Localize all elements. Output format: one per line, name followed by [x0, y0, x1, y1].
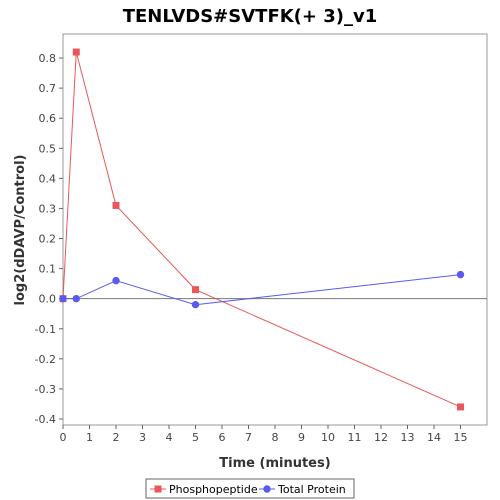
y-tick-label: 0.6 [39, 112, 57, 125]
total-protein-point [59, 294, 67, 303]
y-tick-label: 0.7 [39, 82, 57, 95]
legend-box [145, 478, 355, 499]
x-tick-label: 7 [245, 431, 252, 444]
legend-label: Total Protein [277, 483, 346, 496]
total-protein-point [112, 276, 120, 285]
phosphopeptide-point [72, 48, 80, 56]
x-tick-label: 0 [60, 431, 67, 444]
y-tick-label: -0.2 [35, 353, 56, 366]
x-axis-label: Time (minutes) [219, 456, 330, 471]
legend-marker [154, 485, 162, 493]
legend-label: Phosphopeptide [169, 483, 258, 496]
series-layer [59, 48, 465, 411]
x-tick-label: 15 [454, 431, 468, 444]
legend-item-phosphopeptide: Phosphopeptide [150, 483, 258, 496]
x-tick-label: 13 [401, 431, 415, 444]
phosphopeptide-point [112, 201, 120, 209]
chart-title: TENLVDS#SVTFK(+ 3)_v1 [123, 6, 378, 27]
x-tick-label: 8 [272, 431, 279, 444]
y-tick-label: 0.1 [39, 263, 57, 276]
x-axis: 0 1 2 3 4 5 6 7 8 9 10 11 12 13 14 15 [60, 425, 468, 444]
x-tick-label: 11 [348, 431, 362, 444]
y-tick-label: -0.3 [35, 383, 56, 396]
x-tick-label: 10 [321, 431, 335, 444]
y-tick-label: -0.4 [35, 413, 56, 426]
x-tick-label: 3 [139, 431, 146, 444]
phosphopeptide-point [192, 286, 199, 294]
y-tick-label: -0.1 [35, 323, 56, 336]
y-tick-label: 0.8 [39, 52, 57, 65]
legend-marker [263, 485, 271, 493]
total-protein-point [456, 270, 465, 279]
x-tick-label: 9 [298, 431, 305, 444]
total-protein-point [191, 300, 200, 309]
legend-item-total-protein: Total Protein [259, 483, 346, 496]
x-tick-label: 12 [374, 431, 388, 444]
x-tick-label: 1 [86, 431, 93, 444]
y-axis-label: log2(dDAVP/Control) [13, 155, 28, 306]
plot-area [62, 33, 488, 426]
phosphopeptide-point [457, 403, 464, 411]
y-tick-label: 0.2 [39, 233, 57, 246]
x-tick-label: 5 [192, 431, 199, 444]
y-tick-label: 0.4 [39, 172, 57, 185]
legend: Phosphopeptide Total Protein [145, 478, 355, 499]
y-tick-label: 0.5 [39, 142, 57, 155]
total-protein-point [72, 294, 80, 303]
x-tick-label: 2 [113, 431, 120, 444]
x-tick-label: 14 [427, 431, 441, 444]
x-tick-label: 6 [219, 431, 226, 444]
y-tick-label: 0.0 [39, 293, 57, 306]
x-tick-label: 4 [166, 431, 173, 444]
y-tick-label: 0.3 [39, 202, 57, 215]
y-axis: -0.4 -0.3 -0.2 -0.1 0.0 0.1 0.2 0.3 0.4 0.5 0.6 0.7… [35, 52, 63, 426]
